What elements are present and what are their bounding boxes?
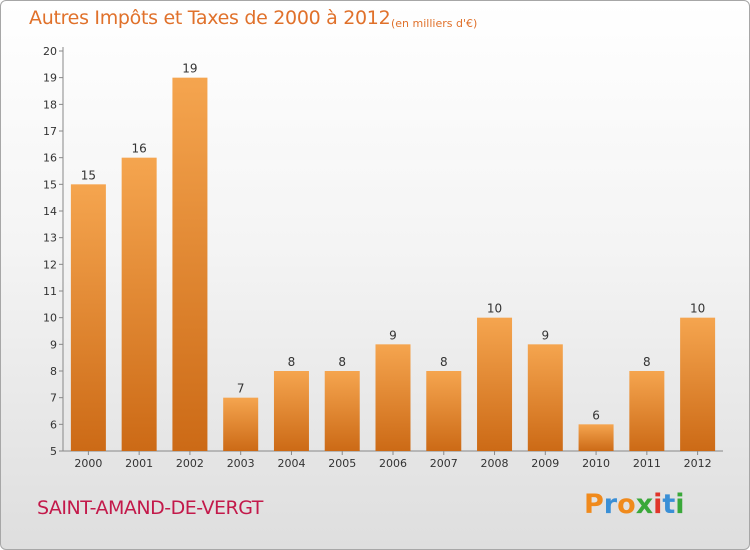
data-label: 8 [338,355,346,369]
chart-subtitle: (en milliers d'€) [391,17,478,30]
bar [324,371,360,451]
x-tick-label: 2007 [430,457,458,470]
logo-letter: i [653,489,663,520]
bar [273,371,309,451]
bar [680,317,716,451]
y-tick-label: 12 [43,258,57,271]
bar [426,371,462,451]
y-tick-label: 16 [43,152,57,165]
y-tick-label: 19 [43,72,57,85]
x-tick-label: 2008 [481,457,509,470]
chart-title: Autres Impôts et Taxes de 2000 à 2012 [29,7,391,29]
bar [121,157,157,451]
x-tick-label: 2005 [328,457,356,470]
logo-letter: x [635,489,654,520]
data-label: 9 [541,328,549,342]
x-tick-label: 2009 [531,457,559,470]
y-tick-label: 6 [50,418,57,431]
y-tick-label: 11 [43,285,57,298]
x-tick-label: 2002 [176,457,204,470]
data-label: 8 [288,355,296,369]
y-tick-label: 13 [43,232,57,245]
bar [629,371,665,451]
y-tick-label: 7 [50,392,57,405]
bar [578,424,614,451]
data-label: 6 [592,408,600,422]
x-tick-label: 2004 [277,457,305,470]
x-tick-label: 2010 [582,457,610,470]
data-label: 10 [487,302,502,316]
x-tick-label: 2003 [227,457,255,470]
bar [527,344,563,451]
bar [172,77,208,452]
x-tick-label: 2011 [633,457,661,470]
y-tick-label: 14 [43,205,57,218]
data-label: 15 [81,168,96,182]
logo-letter: r [603,489,618,520]
data-label: 9 [389,328,397,342]
y-tick-label: 17 [43,125,57,138]
y-tick-label: 9 [50,338,57,351]
commune-name: SAINT-AMAND-DE-VERGT [37,497,263,519]
data-label: 16 [132,142,147,156]
data-label: 8 [440,355,448,369]
y-tick-label: 20 [43,45,57,58]
data-label: 10 [690,302,705,316]
logo-letter: t [662,489,676,520]
bar [70,184,106,452]
y-tick-label: 15 [43,178,57,191]
bar [375,344,411,451]
logo-letter: i [675,489,685,520]
bar [223,397,259,451]
logo-letter: o [617,489,636,520]
x-tick-label: 2006 [379,457,407,470]
logo-letter: P [584,489,604,520]
y-tick-label: 5 [50,445,57,458]
y-tick-label: 10 [43,312,57,325]
data-label: 8 [643,355,651,369]
x-tick-label: 2000 [74,457,102,470]
data-label: 19 [182,62,197,76]
proxiti-logo: Proxiti [584,489,685,520]
bar [477,317,513,451]
y-tick-label: 8 [50,365,57,378]
data-label: 7 [237,382,245,396]
x-tick-label: 2012 [684,457,712,470]
x-tick-label: 2001 [125,457,153,470]
y-tick-label: 18 [43,98,57,111]
